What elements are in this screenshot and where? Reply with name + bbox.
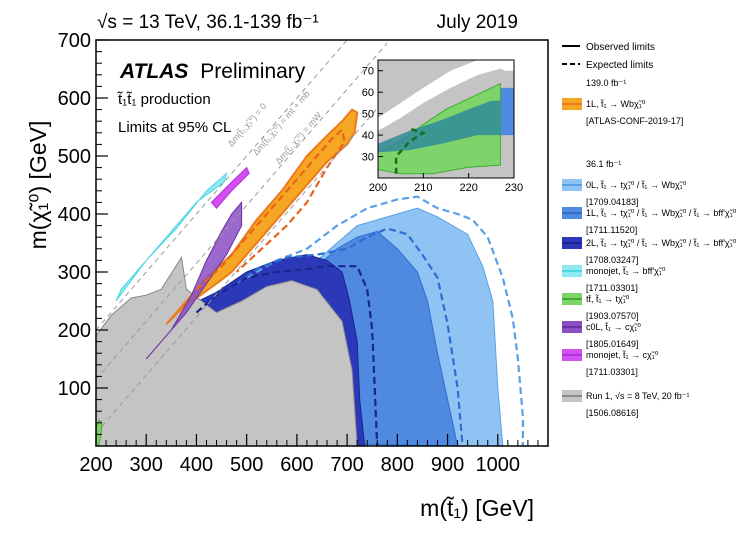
- legend-entry-label: 1L, t̃₁ → Wbχ̃₁⁰: [586, 99, 646, 109]
- expected-2l: [195, 265, 379, 447]
- inset-x-tick-label: 220: [459, 182, 477, 194]
- region-monojet-c: [210, 166, 250, 209]
- atlas-label: ATLAS Preliminary: [119, 60, 306, 83]
- legend-entry-label: c0L, t̃₁ → cχ̃₁⁰: [586, 322, 641, 332]
- legend: Observed limits Expected limits 139.0 fb⁻¹…: [562, 42, 737, 418]
- legend-entry-ref: [1711.11520]: [586, 225, 637, 235]
- x-tick-label: 500: [230, 454, 263, 476]
- y-tick-label: 300: [58, 262, 91, 284]
- y-tick-label: 200: [58, 320, 91, 342]
- x-tick-label: 900: [431, 454, 464, 476]
- header-energy: √s = 13 TeV, 36.1-139 fb⁻¹: [97, 12, 319, 33]
- expected-1l: [235, 227, 464, 447]
- y-tick-label: 600: [58, 88, 91, 110]
- legend-entry-ref: [1903.07570]: [586, 311, 639, 321]
- cl-note: Limits at 95% CL: [118, 119, 231, 136]
- x-tick-label: 800: [381, 454, 414, 476]
- legend-entry-ref: [1805.01649]: [586, 339, 639, 349]
- legend-observed-label: Observed limits: [586, 42, 655, 53]
- legend-entry-label: tt̄, t̃₁ → tχ̃₁⁰: [586, 294, 630, 304]
- y-axis-title: m(χ̃₁⁰) [GeV]: [25, 121, 51, 250]
- process-label: t̃₁t̃₁ production: [116, 91, 210, 108]
- legend-entry-ref: [1711.03301]: [586, 283, 638, 293]
- x-tick-label: 400: [180, 454, 213, 476]
- inset-expected: [394, 127, 427, 174]
- inset-run1: [378, 60, 478, 178]
- diagonal-dm0: [95, 39, 348, 331]
- x-axis-title: m(t̃₁) [GeV]: [420, 495, 534, 521]
- legend-entry-ref: [1709.04183]: [586, 197, 639, 207]
- legend-entry-label: monojet, t̃₁ → cχ̃₁⁰: [586, 350, 659, 360]
- legend-group-label: 139.0 fb⁻¹: [586, 78, 626, 88]
- atlas-bold: ATLAS: [119, 60, 188, 83]
- inset-overlap: [378, 100, 501, 153]
- atlas-preliminary: Preliminary: [200, 60, 306, 83]
- inset-x-tick-label: 200: [369, 182, 387, 194]
- legend-expected-label: Expected limits: [586, 60, 653, 71]
- plot-area: Δm(t̃₁,χ̃₁⁰) = 0Δm(t̃₁,χ̃₁⁰) = mt + mbΔm…: [58, 30, 549, 476]
- legend-entry-label: monojet, t̃₁ → bff'χ̃₁⁰: [586, 266, 666, 276]
- inset-y-tick-label: 60: [362, 87, 374, 99]
- region-monojet-b: [115, 171, 228, 302]
- legend-entry-label: 0L, t̃₁ → tχ̃₁⁰ / t̃₁ → Wbχ̃₁⁰: [586, 180, 687, 190]
- inset-y-tick-label: 50: [362, 109, 374, 121]
- x-tick-label: 600: [280, 454, 313, 476]
- x-tick-label: 200: [79, 454, 112, 476]
- x-tick-label: 300: [130, 454, 163, 476]
- legend-entry-ref: [1506.08616]: [586, 408, 639, 418]
- y-tick-label: 700: [58, 30, 91, 52]
- legend-entry-label: 2L, t̃₁ → tχ̃₁⁰ / t̃₁ → Wbχ̃₁⁰ / t̃₁ → b…: [586, 238, 737, 248]
- expected-1l-139: [195, 127, 346, 291]
- x-tick-label: 700: [330, 454, 363, 476]
- inset-x-tick-label: 230: [505, 182, 523, 194]
- legend-entry-ref: [1708.03247]: [586, 255, 639, 265]
- legend-entry-label: 1L, t̃₁ → tχ̃₁⁰ / t̃₁ → Wbχ̃₁⁰ / t̃₁ → b…: [586, 208, 737, 218]
- diagonal-dm-mw: [95, 42, 388, 380]
- inset-x-tick-label: 210: [414, 182, 432, 194]
- header-date: July 2019: [437, 12, 518, 33]
- plot-frame: [95, 39, 549, 447]
- inset-frame: [377, 59, 515, 179]
- diagonal-dm-mt: [95, 84, 398, 434]
- legend-entry-ref: [ATLAS-CONF-2019-17]: [586, 116, 683, 126]
- inset-y-tick-label: 70: [362, 66, 374, 78]
- inset-y-tick-label: 40: [362, 130, 374, 142]
- legend-group-label: 36.1 fb⁻¹: [586, 159, 621, 169]
- y-tick-label: 100: [58, 378, 91, 400]
- expected-0l: [246, 195, 525, 446]
- legend-entry-label: Run 1, √s = 8 TeV, 20 fb⁻¹: [586, 391, 690, 401]
- inset-1l: [500, 87, 514, 136]
- legend-entry-ref: [1711.03301]: [586, 367, 638, 377]
- y-tick-label: 500: [58, 146, 91, 168]
- diagonal-label: Δm(t̃₁,χ̃₁⁰) = mt + mb: [250, 89, 311, 158]
- y-tick-label: 400: [58, 204, 91, 226]
- inset-y-tick-label: 30: [362, 152, 374, 164]
- x-tick-label: 1000: [476, 454, 521, 476]
- region-c0l: [145, 201, 243, 360]
